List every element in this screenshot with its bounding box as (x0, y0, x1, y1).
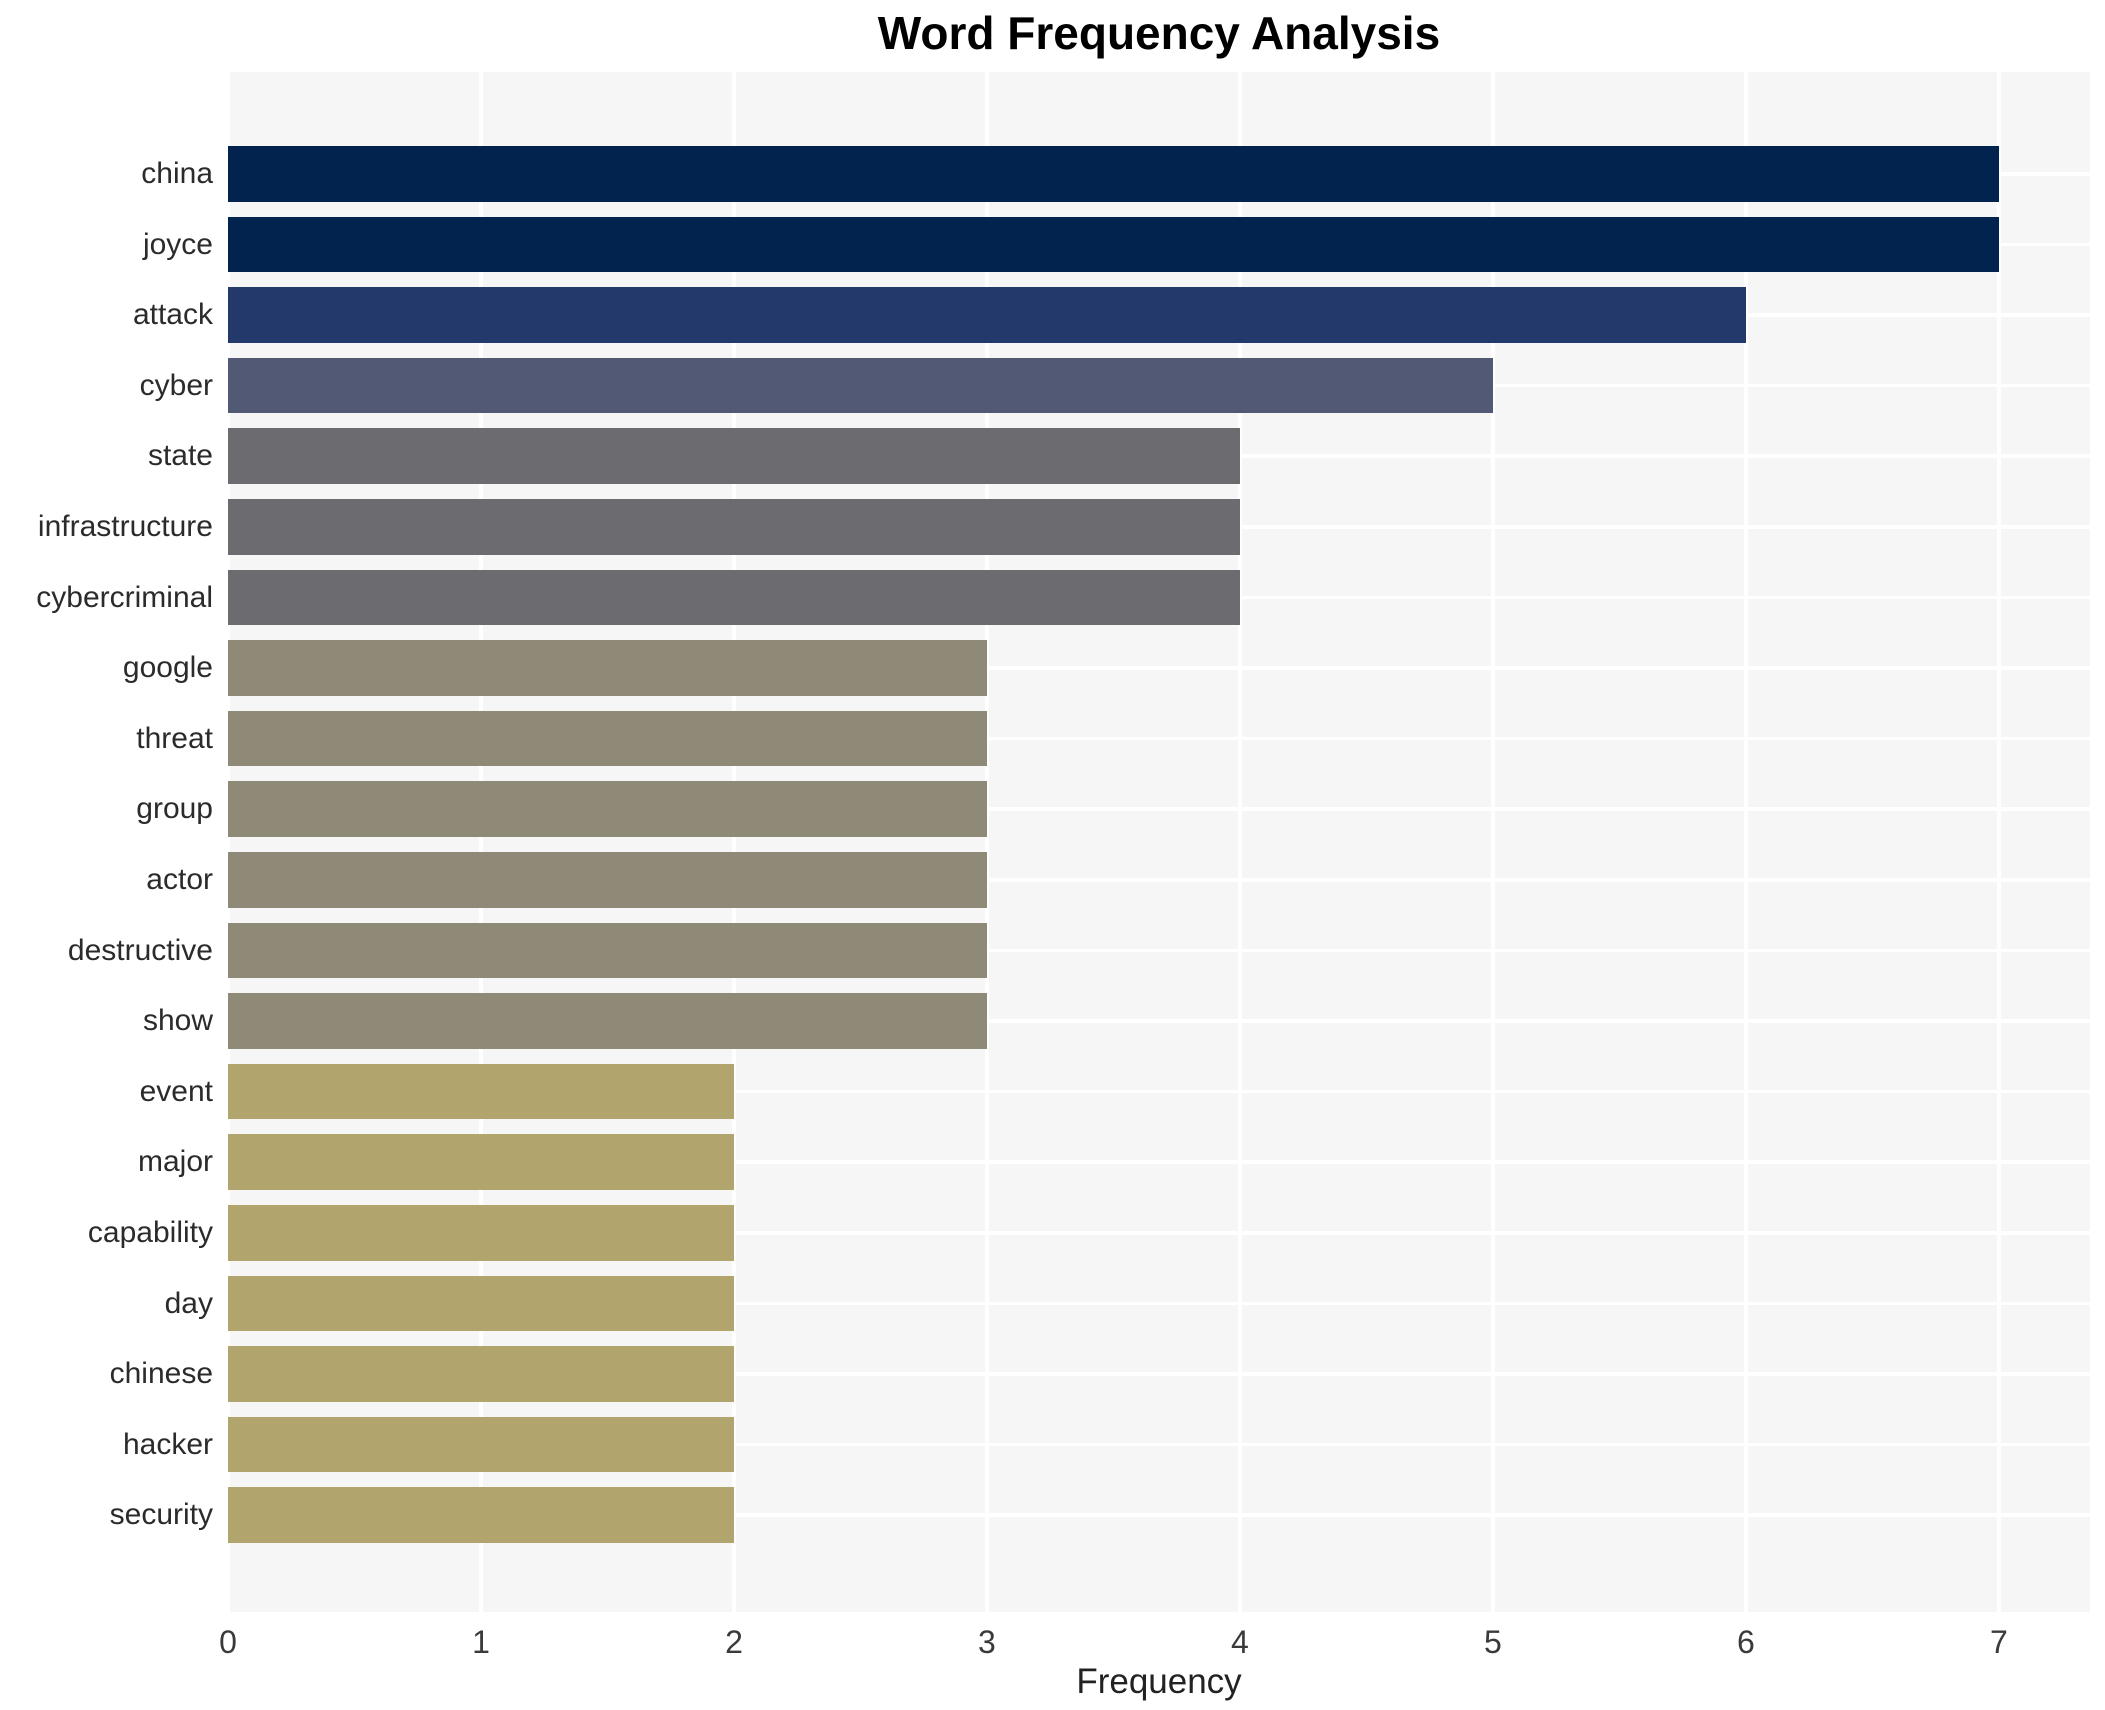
bar-actor (228, 852, 987, 908)
bar-google (228, 640, 987, 696)
gridline-vertical (732, 72, 736, 1612)
x-tick-2: 2 (725, 1624, 743, 1660)
y-label-chinese: chinese (109, 1357, 213, 1391)
gridline-vertical (985, 72, 989, 1612)
bar-group (228, 781, 987, 837)
bar-attack (228, 287, 1746, 343)
x-tick-5: 5 (1484, 1624, 1502, 1660)
gridline-vertical (1238, 72, 1242, 1612)
y-label-joyce: joyce (142, 227, 213, 261)
gridline-horizontal (228, 666, 2090, 670)
bar-threat (228, 710, 987, 767)
gridline-horizontal (228, 1442, 2090, 1447)
bar-event (228, 1063, 734, 1120)
gridline-horizontal (228, 1372, 2090, 1376)
y-label-cybercriminal: cybercriminal (36, 580, 213, 614)
gridline-horizontal (228, 878, 2090, 882)
y-label-actor: actor (146, 863, 213, 896)
bar-infrastructure (228, 499, 1240, 555)
bar-day (228, 1275, 734, 1332)
y-label-capability: capability (87, 1216, 213, 1249)
x-tick-1: 1 (472, 1624, 490, 1660)
gridline-horizontal (228, 807, 2090, 811)
gridline-vertical (479, 72, 483, 1612)
gridline-horizontal (228, 1160, 2090, 1164)
gridline-horizontal (228, 1231, 2090, 1235)
y-label-show: show (142, 1004, 213, 1038)
y-label-state: state (147, 439, 213, 473)
x-tick-0: 0 (219, 1624, 237, 1660)
y-label-group: group (136, 792, 213, 826)
bar-show (228, 993, 987, 1049)
bar-china (228, 146, 1999, 202)
y-label-attack: attack (132, 298, 213, 332)
bar-security (228, 1487, 734, 1543)
bar-major (228, 1134, 734, 1190)
bar-capability (228, 1205, 734, 1261)
y-label-threat: threat (136, 721, 213, 755)
bar-state (228, 428, 1240, 484)
gridline-horizontal (228, 1513, 2090, 1517)
x-tick-7: 7 (1990, 1624, 2008, 1660)
bar-destructive (228, 922, 987, 979)
y-label-event: event (139, 1074, 213, 1108)
y-label-google: google (122, 651, 213, 685)
y-label-hacker: hacker (122, 1427, 213, 1461)
gridline-horizontal (228, 736, 2090, 741)
gridline-vertical (1491, 72, 1495, 1612)
gridline-horizontal (228, 1089, 2090, 1094)
y-label-china: china (141, 157, 213, 190)
y-label-security: security (109, 1498, 213, 1532)
y-label-major: major (137, 1145, 213, 1179)
x-tick-6: 6 (1737, 1624, 1755, 1660)
y-label-cyber: cyber (139, 368, 213, 402)
x-axis-title: Frequency (1076, 1662, 1242, 1701)
y-label-infrastructure: infrastructure (37, 510, 213, 543)
bar-joyce (228, 216, 1999, 273)
bar-cyber (228, 357, 1493, 414)
y-label-day: day (164, 1286, 213, 1320)
gridline-vertical (226, 72, 230, 1612)
x-tick-3: 3 (978, 1624, 996, 1660)
gridline-vertical (1997, 72, 2001, 1612)
bar-chinese (228, 1346, 734, 1402)
gridline-vertical (1744, 72, 1748, 1612)
y-label-destructive: destructive (67, 933, 213, 967)
bar-cybercriminal (228, 569, 1240, 626)
gridline-horizontal (228, 948, 2090, 953)
gridline-horizontal (228, 1301, 2090, 1306)
plot-area (226, 72, 2090, 1612)
gridline-horizontal (228, 1019, 2090, 1023)
bar-hacker (228, 1416, 734, 1473)
chart-title: Word Frequency Analysis (877, 7, 1441, 59)
x-tick-4: 4 (1231, 1624, 1249, 1660)
